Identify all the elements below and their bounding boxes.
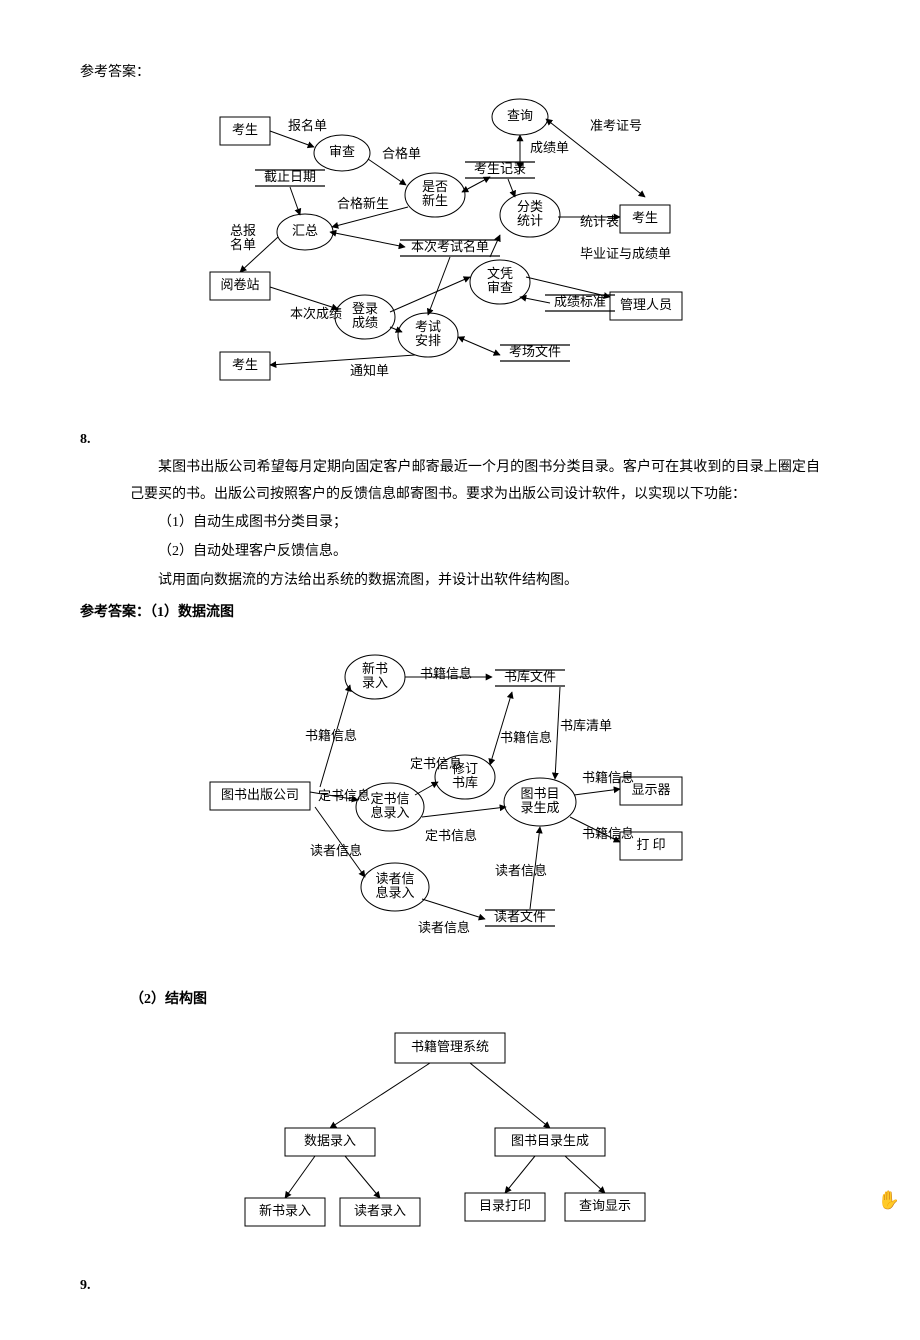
structure-heading: （2）结构图: [130, 987, 840, 1014]
q8-number: 8.: [80, 432, 91, 447]
svg-text:阅卷站: 阅卷站: [220, 277, 259, 292]
svg-text:审查: 审查: [329, 144, 355, 159]
svg-text:查询: 查询: [507, 108, 533, 123]
q8-tail: 试用面向数据流的方法给出系统的数据流图，并设计出软件结构图。: [130, 568, 820, 595]
svg-text:本次考试名单: 本次考试名单: [411, 239, 489, 254]
svg-text:登录成绩: 登录成绩: [352, 301, 378, 330]
svg-text:书籍信息: 书籍信息: [420, 666, 472, 681]
q8-item1: （1）自动生成图书分类目录；: [130, 510, 820, 537]
hand-cursor-icon: ✋: [878, 1183, 900, 1217]
svg-text:通知单: 通知单: [350, 363, 389, 378]
svg-text:考生: 考生: [632, 210, 658, 225]
svg-text:读者信息: 读者信息: [310, 843, 362, 858]
answer-label: 参考答案：: [80, 60, 840, 87]
svg-text:显示器: 显示器: [631, 782, 670, 797]
dfd-book-svg: 图书出版公司显示器打 印新书录入定书信息录入修订书库图书目录生成读者信息录入书库…: [200, 637, 720, 957]
svg-text:书籍信息: 书籍信息: [582, 770, 634, 785]
svg-text:读者信息录入: 读者信息录入: [375, 871, 414, 900]
dfd-exam-svg: 考生阅卷站考生考生管理人员审查是否新生汇总登录成绩考试安排查询分类统计文凭审查截…: [190, 97, 730, 397]
svg-text:书籍信息: 书籍信息: [305, 728, 357, 743]
svg-text:管理人员: 管理人员: [620, 297, 672, 312]
svg-text:成绩单: 成绩单: [530, 140, 569, 155]
svg-text:新书录入: 新书录入: [259, 1203, 311, 1218]
svg-text:查询显示: 查询显示: [579, 1198, 631, 1213]
svg-text:定书信息: 定书信息: [425, 828, 477, 843]
q8-item2: （2）自动处理客户反馈信息。: [130, 539, 820, 566]
svg-text:目录打印: 目录打印: [479, 1198, 531, 1213]
svg-text:读者信息: 读者信息: [495, 863, 547, 878]
diagram-3: 书籍管理系统数据录入图书目录生成新书录入读者录入目录打印查询显示 ✋: [80, 1023, 840, 1243]
svg-text:书籍管理系统: 书籍管理系统: [411, 1039, 489, 1054]
svg-text:读者录入: 读者录入: [354, 1203, 406, 1218]
svg-text:考生: 考生: [232, 122, 258, 137]
svg-text:是否新生: 是否新生: [422, 179, 448, 208]
svg-text:打 印: 打 印: [636, 837, 665, 852]
svg-text:定书信息: 定书信息: [410, 756, 462, 771]
q8-para: 某图书出版公司希望每月定期向固定客户邮寄最近一个月的图书分类目录。客户可在其收到…: [130, 455, 820, 508]
svg-text:统计表: 统计表: [580, 214, 619, 229]
svg-text:考生记录: 考生记录: [474, 161, 526, 176]
svg-text:准考证号: 准考证号: [590, 118, 642, 133]
svg-text:总报名单: 总报名单: [230, 223, 256, 252]
svg-text:报名单: 报名单: [288, 118, 327, 133]
svg-text:读者信息: 读者信息: [418, 920, 470, 935]
svg-text:本次成绩: 本次成绩: [290, 306, 342, 321]
page: 参考答案： 考生阅卷站考生考生管理人员审查是否新生汇总登录成绩考试安排查询分类统…: [0, 0, 920, 1340]
svg-text:书籍信息: 书籍信息: [582, 826, 634, 841]
svg-text:截止日期: 截止日期: [264, 169, 316, 184]
svg-text:图书目录生成: 图书目录生成: [511, 1133, 589, 1148]
diagram-1: 考生阅卷站考生考生管理人员审查是否新生汇总登录成绩考试安排查询分类统计文凭审查截…: [80, 97, 840, 397]
svg-text:新书录入: 新书录入: [362, 661, 388, 690]
svg-text:书库清单: 书库清单: [560, 718, 612, 733]
svg-text:读者文件: 读者文件: [494, 909, 546, 924]
svg-text:毕业证与成绩单: 毕业证与成绩单: [580, 246, 671, 261]
svg-text:考场文件: 考场文件: [509, 344, 561, 359]
svg-text:成绩标准: 成绩标准: [554, 294, 606, 309]
svg-text:分类统计: 分类统计: [517, 199, 543, 228]
question-8: 8. 某图书出版公司希望每月定期向固定客户邮寄最近一个月的图书分类目录。客户可在…: [80, 427, 840, 627]
svg-text:数据录入: 数据录入: [304, 1133, 356, 1148]
q9-number: 9.: [80, 1278, 91, 1293]
q8-answer-heading: 参考答案：（1）数据流图: [80, 600, 840, 627]
svg-text:图书目录生成: 图书目录生成: [520, 786, 559, 815]
svg-text:书籍信息: 书籍信息: [500, 730, 552, 745]
svg-text:汇总: 汇总: [292, 223, 318, 238]
svg-text:定书信息录入: 定书信息录入: [370, 791, 409, 820]
svg-text:考生: 考生: [232, 357, 258, 372]
diagram-2: 图书出版公司显示器打 印新书录入定书信息录入修订书库图书目录生成读者信息录入书库…: [80, 637, 840, 957]
structure-tree-svg: 书籍管理系统数据录入 图书目录生成新书录入 读者录入 目录打印 查询显示: [225, 1023, 695, 1243]
q8-body: 某图书出版公司希望每月定期向固定客户邮寄最近一个月的图书分类目录。客户可在其收到…: [130, 455, 820, 594]
svg-text:考试安排: 考试安排: [415, 319, 441, 348]
svg-text:合格单: 合格单: [382, 146, 421, 161]
svg-text:书库文件: 书库文件: [504, 669, 556, 684]
question-9: 9.: [80, 1273, 840, 1300]
svg-text:合格新生: 合格新生: [337, 196, 389, 211]
svg-text:图书出版公司: 图书出版公司: [221, 787, 299, 802]
svg-text:定书信息: 定书信息: [318, 788, 370, 803]
svg-text:文凭审查: 文凭审查: [487, 266, 513, 295]
